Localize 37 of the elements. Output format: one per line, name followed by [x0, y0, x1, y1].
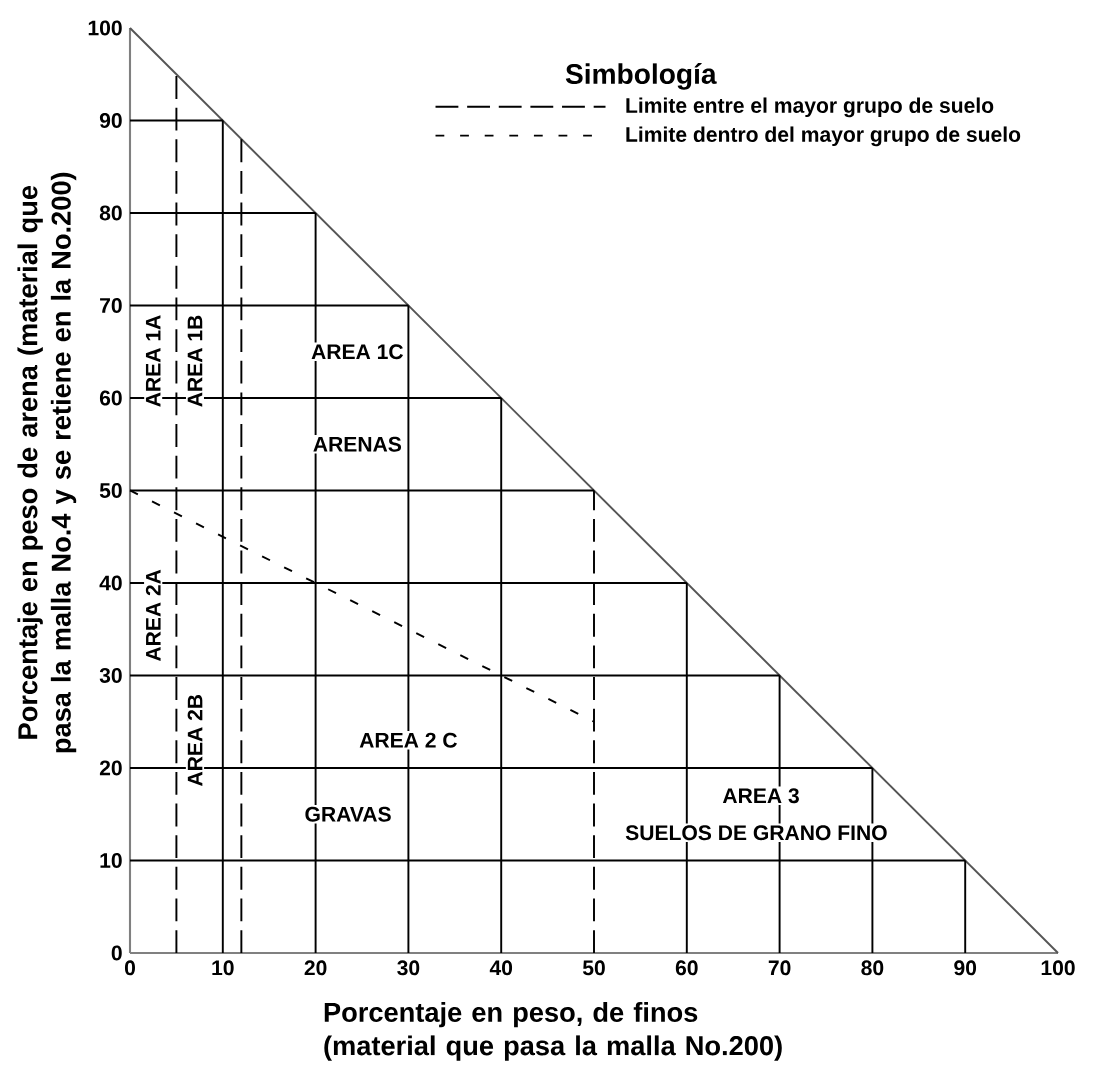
- y-tick-label: 60: [99, 390, 122, 406]
- annotation: SUELOS DE GRANO FINO: [625, 825, 887, 841]
- y-axis-title: Porcentaje en peso de arena (material que pasa la malla No.4 y se retiene en la No.200): [17, 172, 77, 753]
- x-tick-label: 0: [124, 960, 135, 976]
- annotation: AREA 1B: [187, 315, 203, 407]
- annotation: AREA 3: [722, 788, 799, 804]
- annotation: AREA 2A: [145, 569, 161, 662]
- x-tick-label: 100: [1041, 960, 1075, 976]
- annotation: AREA 2B: [187, 694, 203, 786]
- x-tick-label: 10: [212, 960, 234, 976]
- y-tick-label: 40: [99, 575, 122, 591]
- x-tick-label: 40: [489, 960, 513, 976]
- x-axis-title: Porcentaje en peso, de finos (material que pasa la malla No.200): [324, 1001, 782, 1061]
- y-tick-label: 70: [100, 298, 122, 313]
- x-tick-label: 60: [675, 960, 698, 976]
- x-tick-label: 90: [954, 960, 977, 976]
- y-tick-label: 50: [99, 483, 122, 498]
- legend-title: Simbología: [565, 63, 717, 90]
- y-tick-label: 90: [99, 113, 122, 128]
- x-tick-label: 50: [582, 960, 605, 976]
- y-tick-label: 10: [100, 853, 122, 868]
- x-tick-label: 30: [397, 960, 420, 976]
- x-tick-label: 80: [861, 960, 884, 976]
- annotation: ARENAS: [313, 436, 402, 452]
- y-tick-label: 20: [99, 760, 122, 776]
- y-tick-label: 80: [99, 205, 122, 221]
- annotation: GRAVAS: [305, 806, 391, 822]
- y-tick-label: 100: [88, 20, 122, 36]
- x-tick-label: 70: [768, 960, 791, 976]
- text: Limite dentro del mayor grupo de suelo: [626, 126, 1021, 147]
- y-tick-label: 0: [111, 945, 122, 961]
- annotation: AREA 2 C: [359, 732, 458, 748]
- text: Limite entre el mayor grupo de suelo: [626, 97, 994, 118]
- x-tick-label: 20: [304, 960, 327, 976]
- y-tick-label: 30: [99, 668, 122, 683]
- annotation: AREA 1A: [145, 315, 161, 407]
- annotation: AREA 1C: [311, 344, 404, 360]
